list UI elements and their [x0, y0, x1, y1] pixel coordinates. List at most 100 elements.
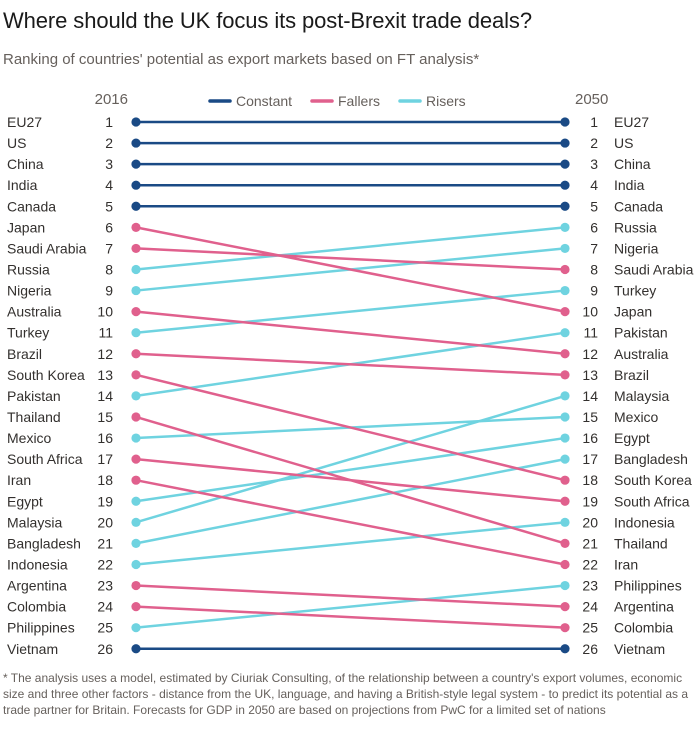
point-2050-iran [560, 559, 570, 570]
rank-label-2050-philippines: 23 [582, 578, 598, 594]
chart-subtitle: Ranking of countries' potential as expor… [3, 51, 480, 68]
country-label-2050-australia: Australia [614, 346, 669, 362]
country-label-2016-japan: Japan [7, 219, 45, 235]
country-label-2050-thailand: Thailand [614, 535, 668, 551]
country-label-2050-south-korea: South Korea [614, 472, 692, 488]
legend-label-risers: Risers [426, 93, 466, 109]
country-label-2016-malaysia: Malaysia [7, 514, 62, 530]
rank-label-2016-us: 2 [105, 135, 113, 151]
rank-label-2016-saudi-arabia: 7 [105, 240, 113, 256]
country-label-2050-iran: Iran [614, 556, 638, 572]
labels-2016: EU27 1 US 2 China 3 India 4 Canada 5 Japan 6 Saudi A… [7, 114, 113, 657]
country-label-2050-argentina: Argentina [614, 599, 674, 615]
rank-label-2016-brazil: 12 [97, 346, 113, 362]
point-2016-china [131, 159, 141, 169]
point-2016-saudi-arabia [131, 243, 141, 254]
point-2050-japan [560, 307, 570, 317]
rank-label-2050-thailand: 21 [582, 535, 598, 551]
country-label-2050-canada: Canada [614, 198, 663, 214]
rank-label-2016-china: 3 [105, 156, 113, 172]
rank-label-2016-eu27: 1 [105, 114, 113, 130]
rank-label-2050-egypt: 16 [582, 430, 598, 446]
rank-label-2050-bangladesh: 17 [582, 451, 598, 467]
slope-chart: 2016 2050 Constant Fallers Risers EU27 1US 2… [7, 91, 694, 657]
rank-label-2050-iran: 22 [582, 556, 598, 572]
slope-points [131, 117, 570, 654]
point-2016-south-africa [131, 454, 141, 464]
slope-line-japan [135, 226, 566, 313]
country-label-2016-thailand: Thailand [7, 409, 61, 425]
point-2016-south-korea [131, 370, 141, 380]
point-2016-japan [131, 222, 141, 232]
point-2050-china [560, 159, 570, 169]
rank-label-2016-russia: 8 [105, 261, 113, 277]
rank-label-2016-canada: 5 [105, 198, 113, 214]
point-2050-pakistan [560, 328, 570, 338]
point-2016-pakistan [131, 391, 141, 401]
country-label-2016-colombia: Colombia [7, 599, 66, 615]
point-2016-brazil [131, 349, 141, 359]
country-label-2050-india: India [614, 177, 645, 193]
point-2016-iran [131, 475, 141, 485]
point-2016-us [131, 138, 141, 148]
country-label-2016-eu27: EU27 [7, 114, 42, 130]
rank-label-2050-colombia: 25 [582, 620, 598, 636]
point-2050-brazil [560, 370, 570, 380]
country-label-2016-brazil: Brazil [7, 346, 42, 362]
slope-line-saudi-arabia [135, 247, 566, 271]
rank-label-2050-india: 4 [590, 177, 598, 193]
country-label-2050-bangladesh: Bangladesh [614, 451, 688, 467]
point-2016-mexico [131, 433, 141, 443]
slope-lines [135, 120, 566, 650]
rank-label-2016-philippines: 25 [97, 620, 113, 636]
rank-label-2016-india: 4 [105, 177, 113, 193]
rank-label-2016-pakistan: 14 [97, 388, 113, 404]
rank-label-2050-malaysia: 14 [582, 388, 598, 404]
point-2016-thailand [131, 412, 141, 422]
country-label-2016-south-africa: South Africa [7, 451, 83, 467]
legend-label-constant: Constant [236, 93, 292, 109]
point-2016-nigeria [131, 285, 141, 296]
rank-label-2016-turkey: 11 [98, 325, 113, 341]
rank-label-2050-mexico: 15 [582, 409, 598, 425]
rank-label-2016-iran: 18 [97, 472, 113, 488]
point-2050-philippines [560, 580, 570, 591]
slope-line-brazil [135, 352, 566, 377]
point-2050-south-africa [560, 496, 570, 506]
rank-label-2050-south-africa: 19 [582, 493, 598, 509]
slope-line-south-africa [135, 457, 566, 503]
point-2016-colombia [131, 602, 141, 612]
point-2016-philippines [131, 623, 141, 633]
point-2050-malaysia [560, 391, 570, 401]
rank-label-2016-japan: 6 [105, 219, 113, 235]
country-label-2050-egypt: Egypt [614, 430, 650, 446]
slope-line-indonesia [135, 521, 566, 566]
rank-label-2016-thailand: 15 [97, 409, 113, 425]
country-label-2016-iran: Iran [7, 472, 31, 488]
point-2016-malaysia [131, 517, 141, 527]
rank-label-2050-vietnam: 26 [582, 641, 598, 657]
country-label-2050-nigeria: Nigeria [614, 240, 659, 256]
rank-label-2016-egypt: 19 [97, 493, 113, 509]
point-2016-indonesia [131, 559, 141, 570]
slope-line-iran [135, 478, 566, 566]
slope-line-russia [135, 226, 566, 271]
point-2050-nigeria [560, 243, 570, 254]
country-label-2016-nigeria: Nigeria [7, 283, 52, 299]
point-2050-bangladesh [560, 454, 570, 464]
rank-label-2050-pakistan: 11 [583, 325, 598, 341]
country-label-2016-mexico: Mexico [7, 430, 52, 446]
country-label-2050-indonesia: Indonesia [614, 514, 675, 530]
slope-line-colombia [135, 605, 566, 629]
slope-line-philippines [135, 584, 566, 629]
point-2016-argentina [131, 580, 141, 591]
rank-label-2016-bangladesh: 21 [97, 535, 113, 551]
point-2050-indonesia [560, 517, 570, 527]
country-label-2016-canada: Canada [7, 198, 56, 214]
rank-label-2050-argentina: 24 [582, 599, 598, 615]
point-2050-south-korea [560, 475, 570, 485]
point-2050-canada [560, 201, 570, 211]
rank-label-2016-nigeria: 9 [105, 283, 113, 299]
country-label-2016-philippines: Philippines [7, 620, 75, 636]
point-2016-canada [131, 201, 141, 211]
